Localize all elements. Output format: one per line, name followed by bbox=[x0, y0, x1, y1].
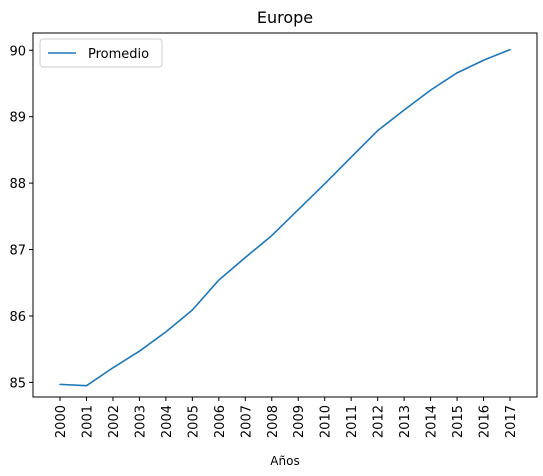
x-tick-label: 2017 bbox=[504, 405, 519, 438]
x-tick-label: 2004 bbox=[160, 405, 175, 438]
x-axis: 2000 2001 2002 2003 2004 2005 2006 2007 2008 2009… bbox=[54, 397, 519, 438]
x-tick-label: 2013 bbox=[398, 405, 413, 438]
y-tick-label: 89 bbox=[9, 111, 26, 126]
legend: Promedio bbox=[39, 38, 163, 68]
series-line-0 bbox=[59, 48, 511, 387]
series-layer bbox=[59, 48, 511, 387]
x-tick-label: 2014 bbox=[425, 405, 440, 438]
x-tick-label: 2008 bbox=[266, 405, 281, 438]
x-tick-label: 2007 bbox=[239, 405, 254, 438]
x-tick-label: 2006 bbox=[213, 405, 228, 438]
x-tick-label: 2005 bbox=[186, 405, 201, 438]
x-axis-label: Años bbox=[270, 454, 299, 468]
legend-box bbox=[39, 38, 163, 68]
chart-title: Europe bbox=[257, 8, 313, 27]
x-tick-label: 2015 bbox=[451, 405, 466, 438]
x-tick-label: 2000 bbox=[54, 405, 69, 438]
x-tick-label: 2016 bbox=[478, 405, 493, 438]
y-tick-label: 90 bbox=[9, 44, 26, 59]
x-tick-label: 2001 bbox=[80, 405, 95, 438]
y-tick-label: 87 bbox=[9, 244, 26, 259]
y-axis: 85 86 87 88 89 90 bbox=[9, 44, 33, 391]
x-tick-label: 2003 bbox=[133, 405, 148, 438]
y-tick-label: 85 bbox=[9, 376, 26, 391]
plot-area bbox=[32, 32, 538, 398]
x-tick-label: 2011 bbox=[345, 405, 360, 438]
y-tick-label: 86 bbox=[9, 310, 26, 325]
legend-label-promedio: Promedio bbox=[88, 47, 149, 62]
x-tick-label: 2010 bbox=[319, 405, 334, 438]
x-tick-label: 2009 bbox=[292, 405, 307, 438]
x-tick-label: 2002 bbox=[107, 405, 122, 438]
x-tick-label: 2012 bbox=[372, 405, 387, 438]
y-tick-label: 88 bbox=[9, 177, 26, 192]
